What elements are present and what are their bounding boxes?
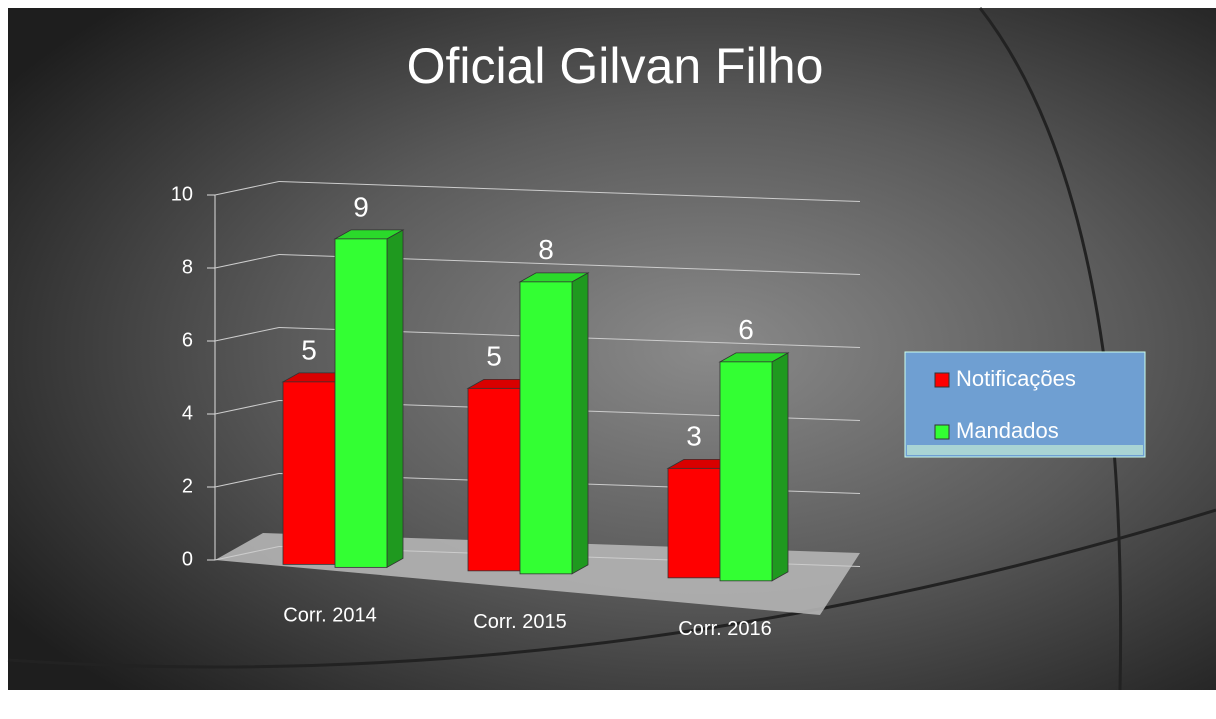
y-tick-label: 0 xyxy=(182,548,193,570)
y-tick-label: 4 xyxy=(182,402,193,424)
data-label: 5 xyxy=(301,334,317,365)
data-label: 9 xyxy=(353,191,369,222)
bar xyxy=(719,361,773,582)
y-tick-label: 10 xyxy=(171,183,193,205)
y-tick-label: 6 xyxy=(182,329,193,351)
grid-line xyxy=(214,181,280,196)
bar-side xyxy=(571,272,589,575)
bar-side xyxy=(386,229,404,569)
legend-swatch xyxy=(934,372,950,388)
grid-line xyxy=(278,181,861,202)
data-label: 6 xyxy=(738,314,754,345)
grid-line xyxy=(214,546,280,561)
decor-arc xyxy=(978,7,1123,691)
data-label: 3 xyxy=(686,421,702,452)
x-tick-label: Corr. 2015 xyxy=(473,611,566,633)
grid-line xyxy=(214,327,280,342)
grid-line xyxy=(214,400,280,415)
legend-strip xyxy=(907,445,1143,455)
bar xyxy=(519,281,573,575)
data-label: 8 xyxy=(538,234,554,265)
x-tick-label: Corr. 2016 xyxy=(678,618,771,640)
legend-swatch xyxy=(934,424,950,440)
bar xyxy=(282,381,336,565)
decor-arc xyxy=(7,508,1216,669)
bar xyxy=(467,387,521,572)
data-label: 5 xyxy=(486,341,502,372)
grid-line xyxy=(214,473,280,488)
bar xyxy=(334,238,388,568)
y-tick-label: 8 xyxy=(182,256,193,278)
x-tick-label: Corr. 2014 xyxy=(283,605,376,627)
y-tick-label: 2 xyxy=(182,475,193,497)
legend-label: Notificações xyxy=(956,366,1076,391)
grid-line xyxy=(214,254,280,269)
bar-side xyxy=(771,352,789,582)
legend-label: Mandados xyxy=(956,418,1059,443)
chart-title: Oficial Gilvan Filho xyxy=(407,38,824,94)
bar xyxy=(667,467,721,579)
